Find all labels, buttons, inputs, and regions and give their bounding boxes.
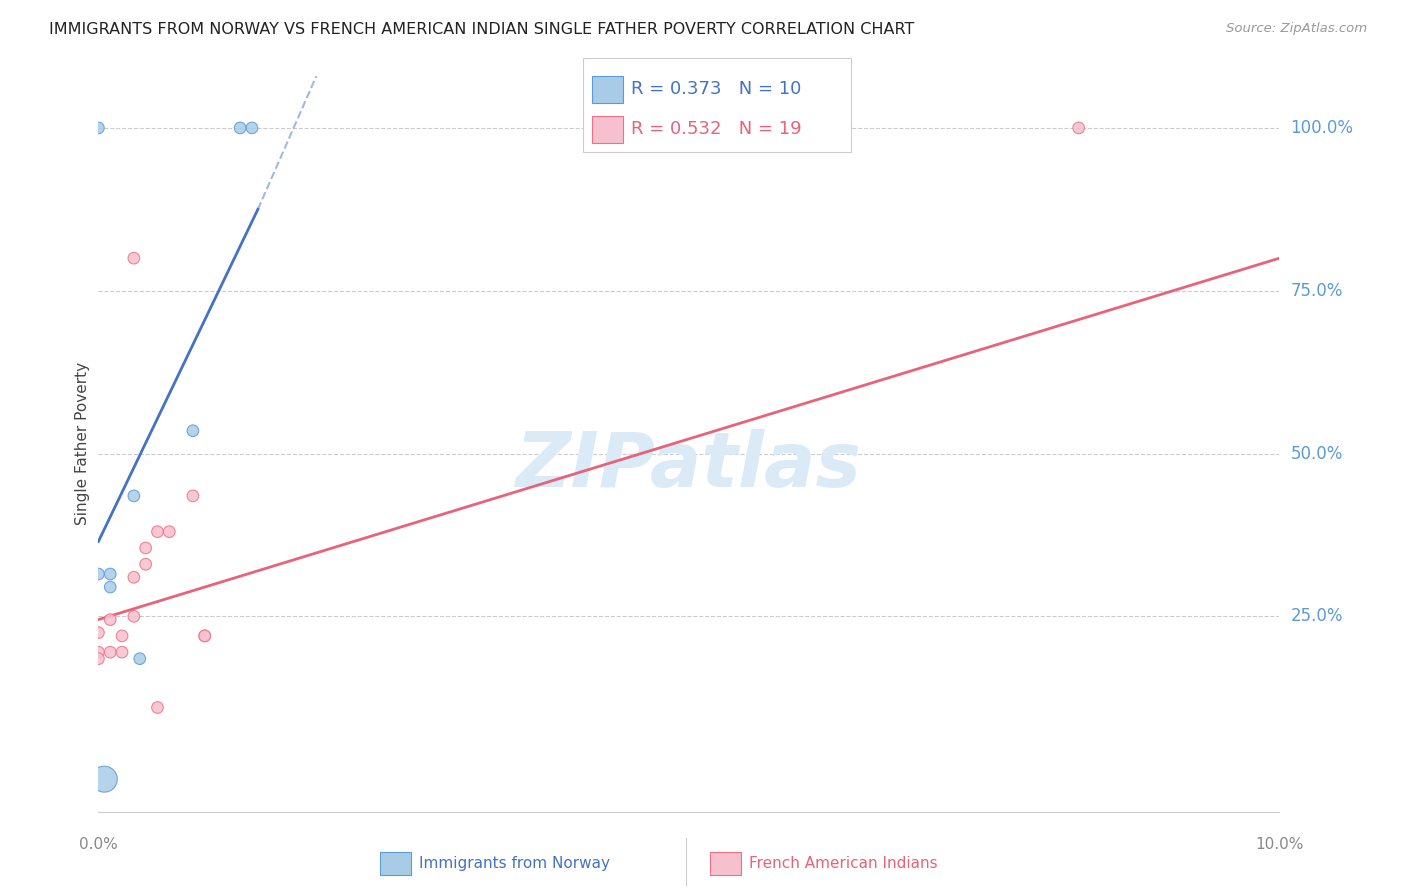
Point (1067, 120, 1090, 135)
Point (111, 645, 134, 659)
Text: Immigrants from Norway: Immigrants from Norway (419, 856, 610, 871)
Text: Source: ZipAtlas.com: Source: ZipAtlas.com (1226, 22, 1367, 36)
Y-axis label: Single Father Poverty: Single Father Poverty (75, 362, 90, 525)
Point (146, 700, 169, 714)
Point (181, 489, 204, 503)
Point (181, 424, 204, 438)
Point (122, 251, 145, 265)
Point (87, 645, 110, 659)
Text: 75.0%: 75.0% (1291, 282, 1343, 300)
Point (240, 120, 263, 135)
Point (135, 541, 157, 555)
Point (87, 567, 110, 582)
Point (194, 629, 217, 643)
Text: 0.0%: 0.0% (79, 837, 118, 852)
Point (157, 524, 180, 539)
Point (93, 772, 115, 786)
Point (87, 651, 110, 665)
Point (98, 645, 121, 659)
Text: 10.0%: 10.0% (1256, 837, 1303, 852)
Point (194, 629, 217, 643)
Text: 50.0%: 50.0% (1291, 444, 1343, 463)
Point (98, 580, 121, 594)
Point (122, 570, 145, 584)
Point (146, 524, 169, 539)
Text: 25.0%: 25.0% (1291, 607, 1343, 625)
Point (98, 613, 121, 627)
Point (229, 120, 252, 135)
Text: R = 0.373   N = 10: R = 0.373 N = 10 (631, 80, 801, 98)
Point (98, 567, 121, 582)
Point (111, 629, 134, 643)
Text: IMMIGRANTS FROM NORWAY VS FRENCH AMERICAN INDIAN SINGLE FATHER POVERTY CORRELATI: IMMIGRANTS FROM NORWAY VS FRENCH AMERICA… (49, 22, 914, 37)
Point (122, 489, 145, 503)
Text: 100.0%: 100.0% (1291, 119, 1354, 136)
Text: R = 0.532   N = 19: R = 0.532 N = 19 (631, 120, 801, 138)
Point (87, 120, 110, 135)
Text: ZIPatlas: ZIPatlas (516, 429, 862, 503)
Text: French American Indians: French American Indians (749, 856, 938, 871)
Point (87, 625, 110, 640)
Point (135, 558, 157, 572)
Point (122, 609, 145, 624)
Point (128, 651, 150, 665)
